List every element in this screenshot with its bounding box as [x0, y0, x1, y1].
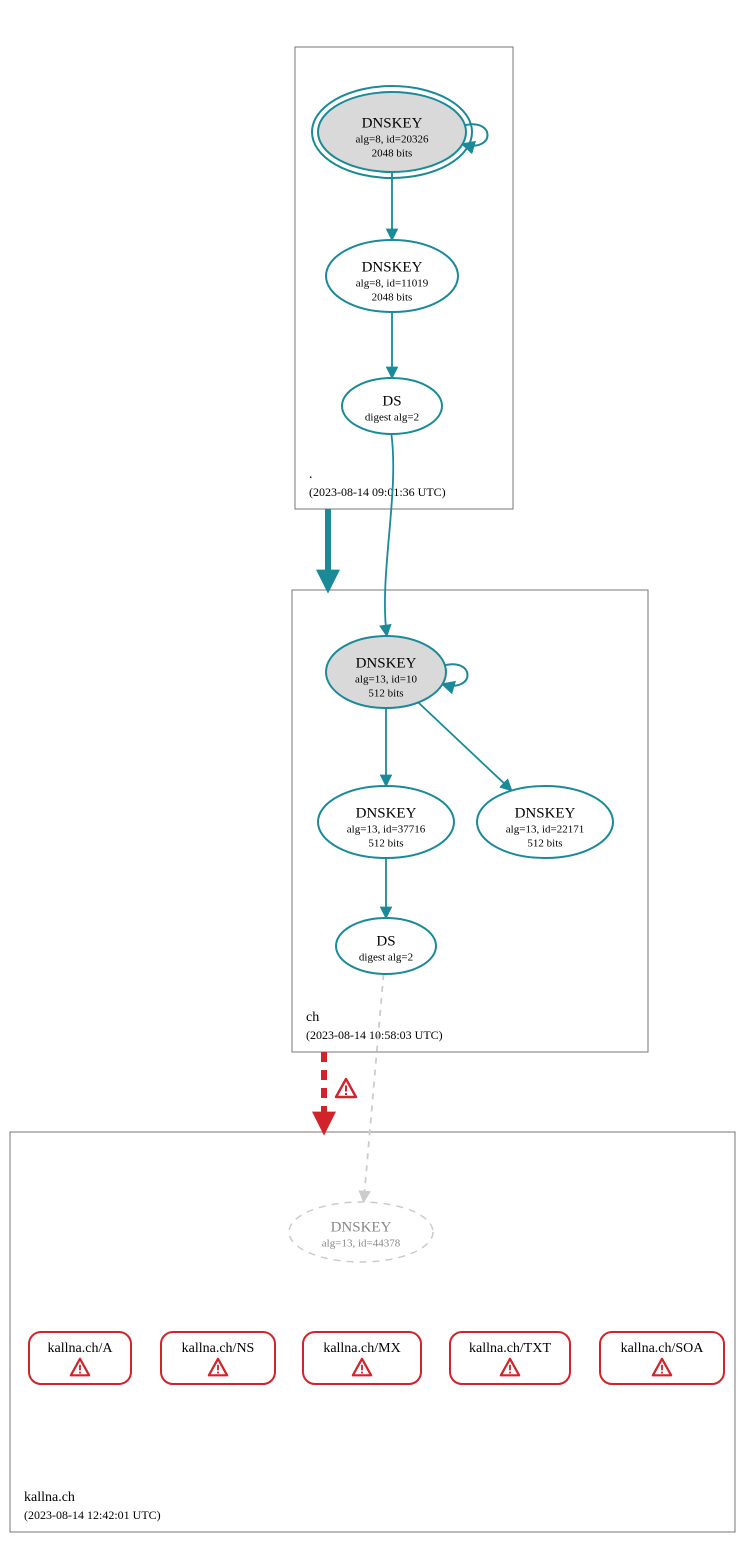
edge	[385, 434, 393, 636]
node-text: alg=13, id=44378	[322, 1238, 401, 1250]
node-text: DS	[382, 393, 401, 409]
node-ch_ds: DS digest alg=2	[336, 918, 436, 974]
record-label: kallna.ch/A	[48, 1341, 114, 1356]
node-text: alg=13, id=22171	[506, 824, 584, 836]
node-text: DNSKEY	[356, 655, 417, 671]
record-box: kallna.ch/A	[29, 1332, 131, 1384]
node-ch_ksk: DNSKEY alg=13, id=10 512 bits	[326, 636, 446, 708]
node-text: alg=8, id=20326	[356, 134, 429, 146]
record-label: kallna.ch/NS	[182, 1341, 255, 1356]
node-text: 2048 bits	[372, 148, 413, 160]
zone-label: kallna.ch	[24, 1490, 75, 1505]
node-text: DNSKEY	[362, 259, 423, 275]
node-ch_zsk1: DNSKEY alg=13, id=37716 512 bits	[318, 786, 454, 858]
zone-timestamp: (2023-08-14 10:58:03 UTC)	[306, 1028, 443, 1042]
node-text: digest alg=2	[365, 412, 419, 424]
node-root_ds: DS digest alg=2	[342, 378, 442, 434]
node-text: 512 bits	[368, 688, 403, 700]
record-label: kallna.ch/MX	[323, 1341, 400, 1356]
record-label: kallna.ch/TXT	[469, 1341, 551, 1356]
node-text: 512 bits	[527, 838, 562, 850]
node-text: DNSKEY	[515, 805, 576, 821]
record-box: kallna.ch/TXT	[450, 1332, 570, 1384]
node-root_ksk: DNSKEY alg=8, id=20326 2048 bits	[312, 86, 472, 178]
node-text: alg=8, id=11019	[356, 278, 429, 290]
record-label: kallna.ch/SOA	[621, 1341, 705, 1356]
record-box: kallna.ch/SOA	[600, 1332, 724, 1384]
node-text: DS	[376, 933, 395, 949]
zone-timestamp: (2023-08-14 12:42:01 UTC)	[24, 1508, 161, 1522]
zone-timestamp: (2023-08-14 09:01:36 UTC)	[309, 485, 446, 499]
node-text: DNSKEY	[362, 115, 423, 131]
node-text: alg=13, id=37716	[347, 824, 426, 836]
node-text: alg=13, id=10	[355, 674, 417, 686]
node-ch_zsk2: DNSKEY alg=13, id=22171 512 bits	[477, 786, 613, 858]
record-box: kallna.ch/MX	[303, 1332, 421, 1384]
node-text: DNSKEY	[356, 805, 417, 821]
node-text: digest alg=2	[359, 952, 413, 964]
dnssec-diagram: . (2023-08-14 09:01:36 UTC) ch (2023-08-14 …	[0, 0, 752, 1543]
zone-label: .	[309, 467, 313, 482]
node-root_zsk: DNSKEY alg=8, id=11019 2048 bits	[326, 240, 458, 312]
record-box: kallna.ch/NS	[161, 1332, 275, 1384]
node-text: 512 bits	[368, 838, 403, 850]
warning-icon	[336, 1079, 356, 1097]
edge	[364, 974, 384, 1202]
node-kallna_dnskey: DNSKEY alg=13, id=44378	[289, 1202, 433, 1262]
edge	[418, 702, 512, 790]
node-text: 2048 bits	[372, 292, 413, 304]
node-text: DNSKEY	[331, 1219, 392, 1235]
zone-label: ch	[306, 1010, 319, 1025]
